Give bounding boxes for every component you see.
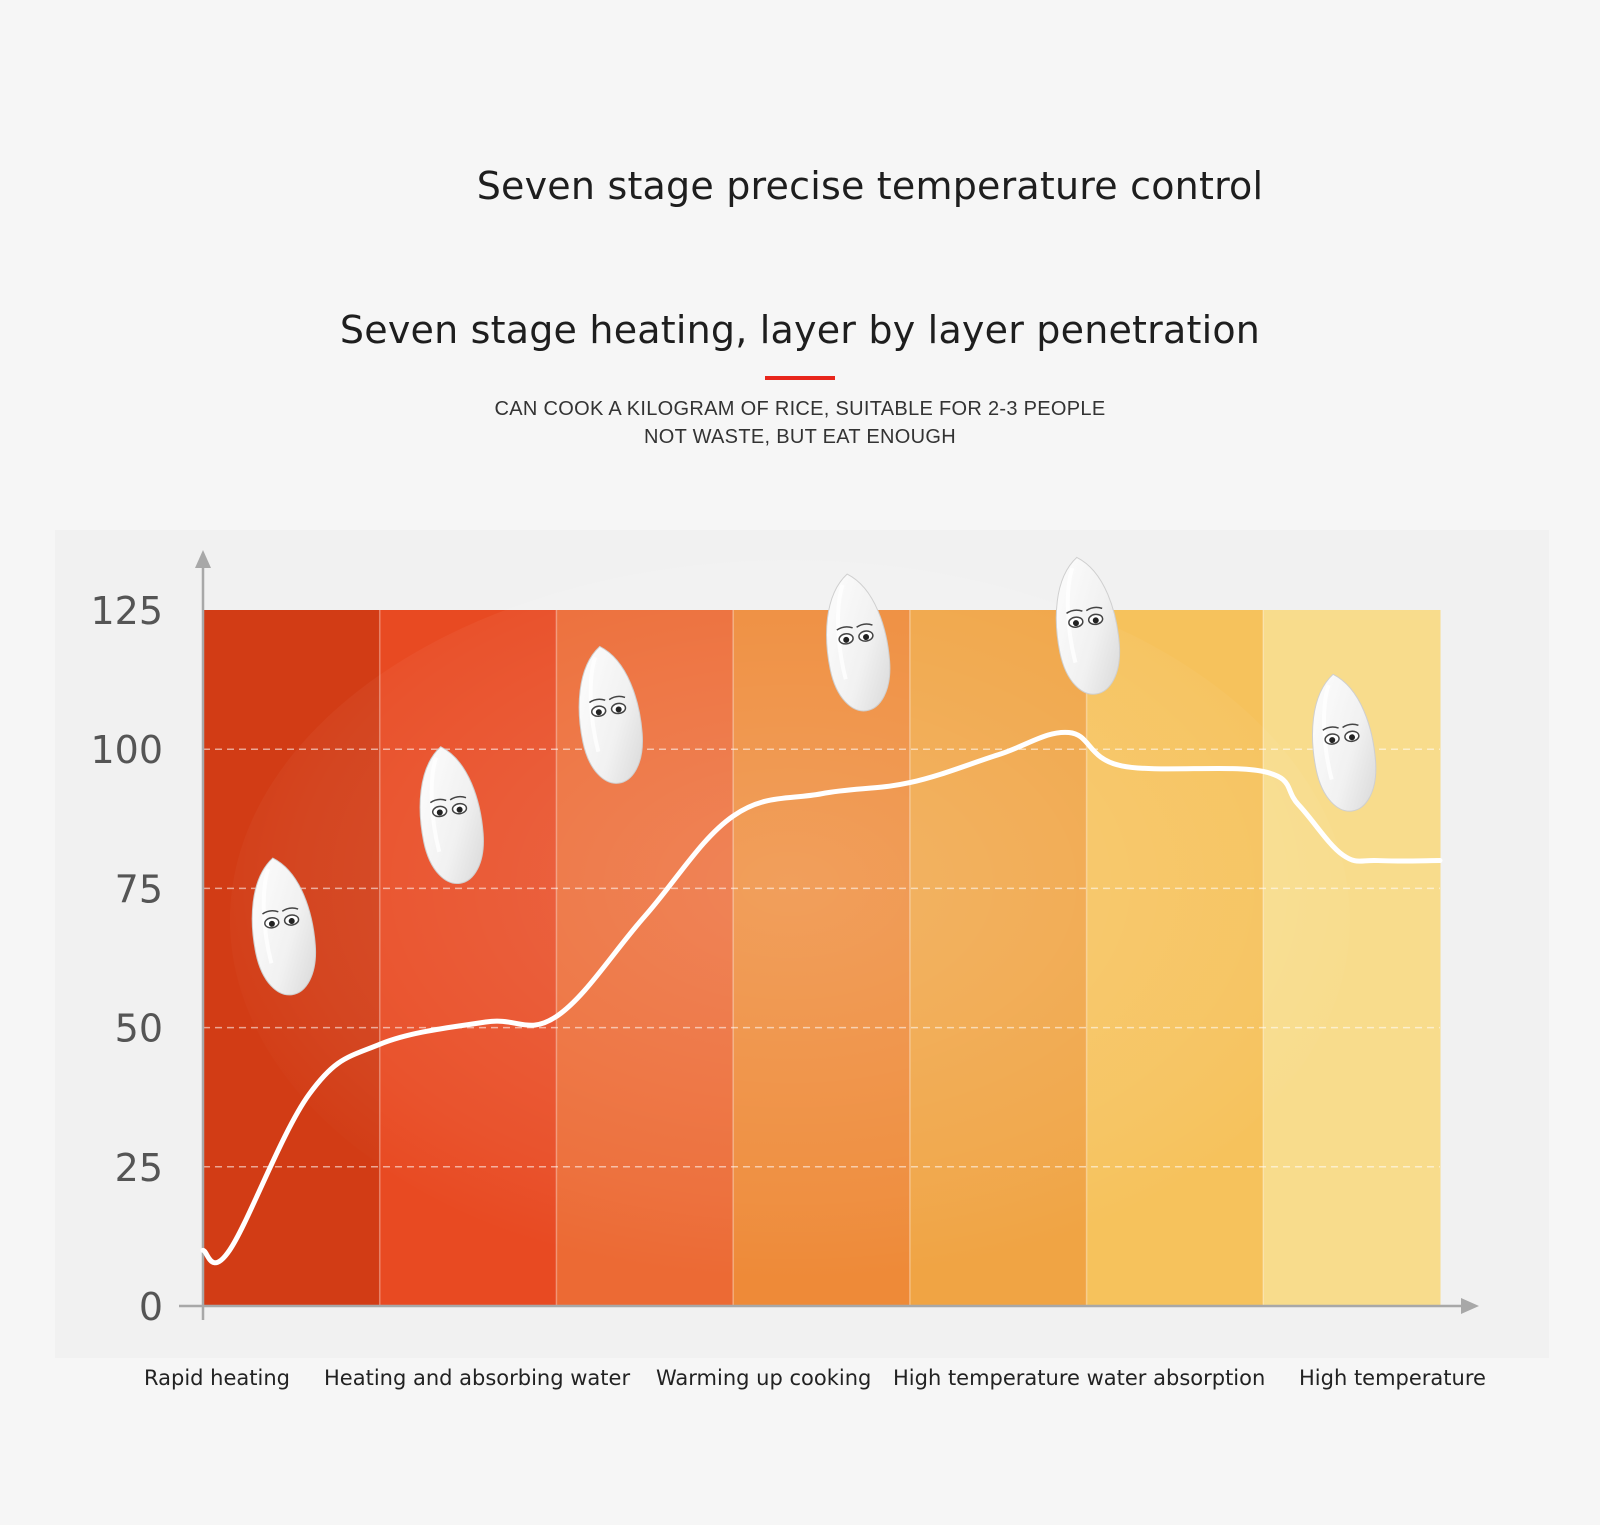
rice-grain-mascot-wide-eyes [251,857,317,996]
x-stage-label: Warming up cooking [656,1366,872,1390]
x-stage-label: Rapid heating [144,1366,290,1390]
caption-line-2: NOT WASTE, BUT EAT ENOUGH [644,426,956,448]
x-stage-label: Heating and absorbing water [324,1366,631,1390]
accent-divider [765,376,835,380]
y-tick-label: 100 [90,728,163,772]
rice-grain-mascot-calm [1055,556,1121,695]
rice-grain-mascot-annoyed [826,573,891,712]
page-title: Seven stage precise temperature control [476,164,1264,208]
chart-panel: 0 25 50 75 100 125 [55,530,1549,1358]
x-axis-arrow-icon [1461,1298,1479,1314]
caption-line-1: CAN COOK A KILOGRAM OF RICE, SUITABLE FO… [494,398,1106,420]
y-axis-arrow-icon [195,550,211,568]
y-tick-label: 75 [115,867,163,911]
rice-grain-mascot-content [1312,673,1377,812]
y-tick-label: 0 [139,1285,163,1329]
rice-grain-mascot-surprised [419,746,484,884]
y-tick-label: 125 [90,589,163,633]
temperature-chart: 0 25 50 75 100 125 [90,550,1479,1329]
rice-grain-mascot-sleepy [578,645,643,784]
bowl-glow [230,560,1350,1280]
page-subtitle: Seven stage heating, layer by layer pene… [339,308,1261,352]
temperature-curve [200,729,1443,1266]
y-tick-label: 50 [115,1007,163,1051]
y-tick-label: 25 [115,1146,163,1190]
x-stage-label: High temperature [1299,1366,1486,1390]
x-stage-label: High temperature water absorption [893,1366,1266,1390]
